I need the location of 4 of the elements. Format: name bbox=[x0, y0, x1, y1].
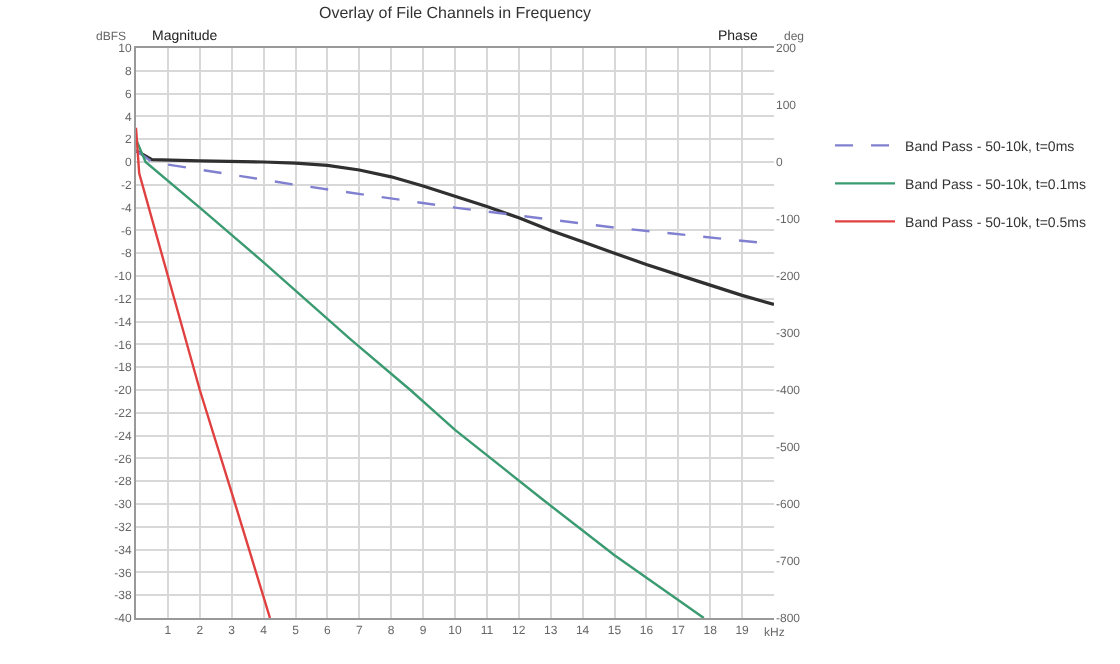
line-series bbox=[136, 149, 774, 307]
line-series bbox=[136, 126, 272, 618]
chart-title: Overlay of File Channels in Frequency bbox=[318, 3, 592, 22]
line-series bbox=[136, 138, 706, 618]
